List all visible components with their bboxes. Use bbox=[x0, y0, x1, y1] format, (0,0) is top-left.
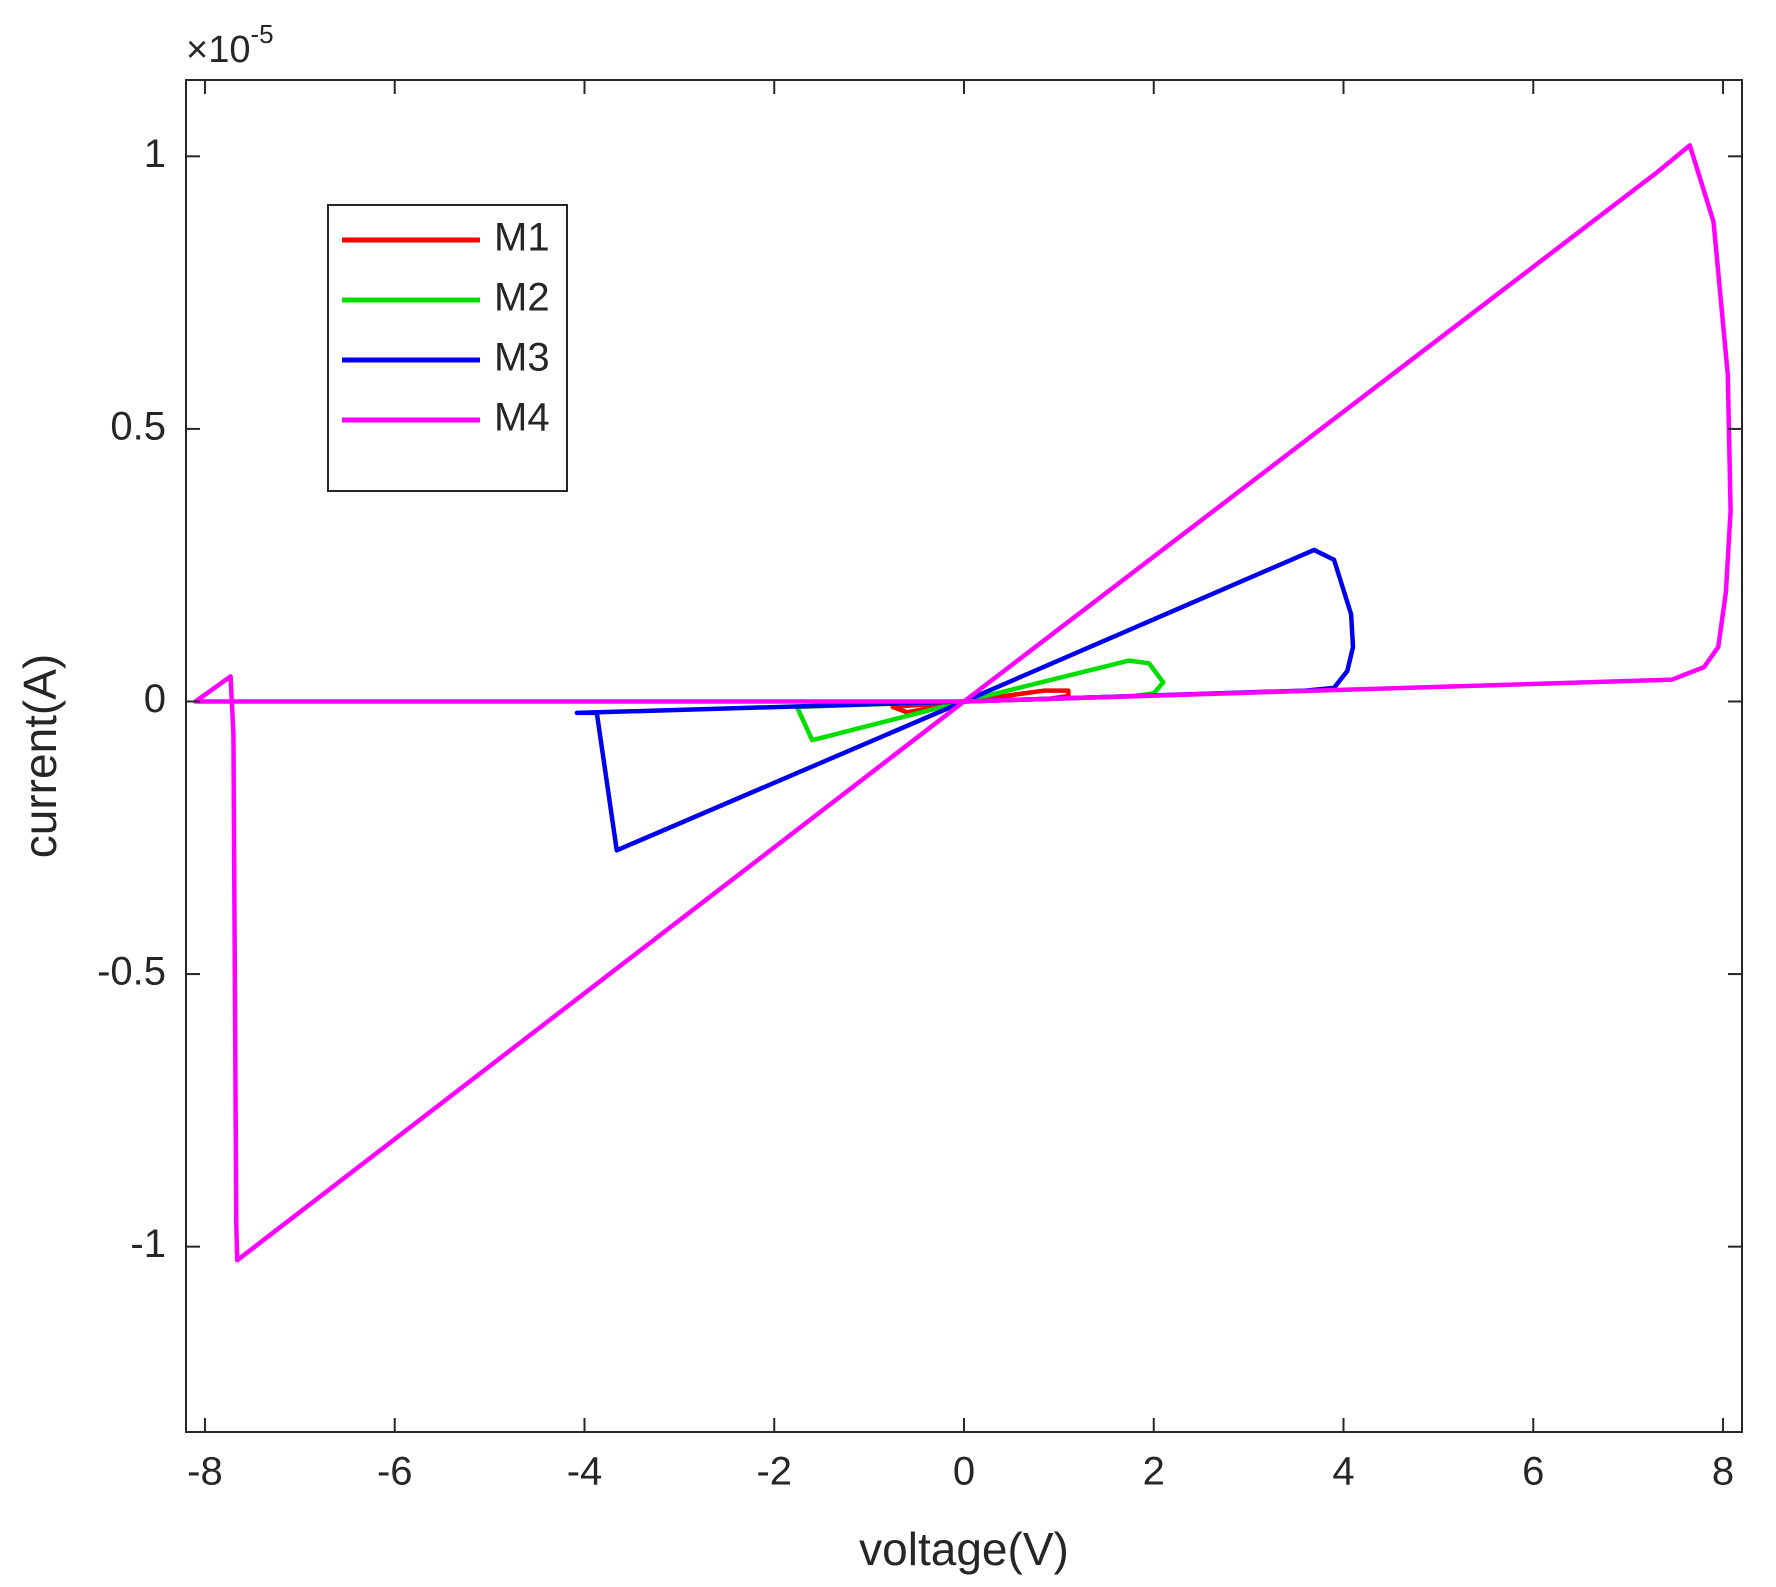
x-tick-label: 2 bbox=[1143, 1450, 1165, 1494]
x-tick-label: -8 bbox=[187, 1450, 223, 1494]
x-tick-label: 8 bbox=[1712, 1450, 1734, 1494]
x-tick-label: 4 bbox=[1332, 1450, 1354, 1494]
x-tick-label: -2 bbox=[756, 1450, 792, 1494]
y-tick-label: -0.5 bbox=[97, 950, 166, 994]
legend-label: M3 bbox=[494, 336, 550, 380]
y-axis-label: current(A) bbox=[14, 654, 66, 858]
x-axis-label: voltage(V) bbox=[859, 1523, 1069, 1575]
y-tick-label: 0.5 bbox=[110, 404, 166, 448]
legend-label: M4 bbox=[494, 396, 550, 440]
y-multiplier: ×10-5 bbox=[186, 19, 274, 71]
x-tick-label: -6 bbox=[377, 1450, 413, 1494]
x-tick-label: 0 bbox=[953, 1450, 975, 1494]
legend-label: M2 bbox=[494, 276, 550, 320]
legend: M1 M2 M3 M4 bbox=[327, 204, 568, 492]
multiplier-exponent: -5 bbox=[250, 19, 273, 49]
legend-box bbox=[327, 204, 568, 492]
series-line bbox=[193, 143, 1733, 1263]
y-tick-label: -1 bbox=[130, 1222, 166, 1266]
legend-label: M1 bbox=[494, 216, 550, 260]
x-tick-label: -4 bbox=[567, 1450, 603, 1494]
y-tick-label: 0 bbox=[144, 677, 166, 721]
x-tick-label: 6 bbox=[1522, 1450, 1544, 1494]
y-tick-label: 1 bbox=[144, 132, 166, 176]
multiplier-base: ×10 bbox=[186, 29, 250, 71]
